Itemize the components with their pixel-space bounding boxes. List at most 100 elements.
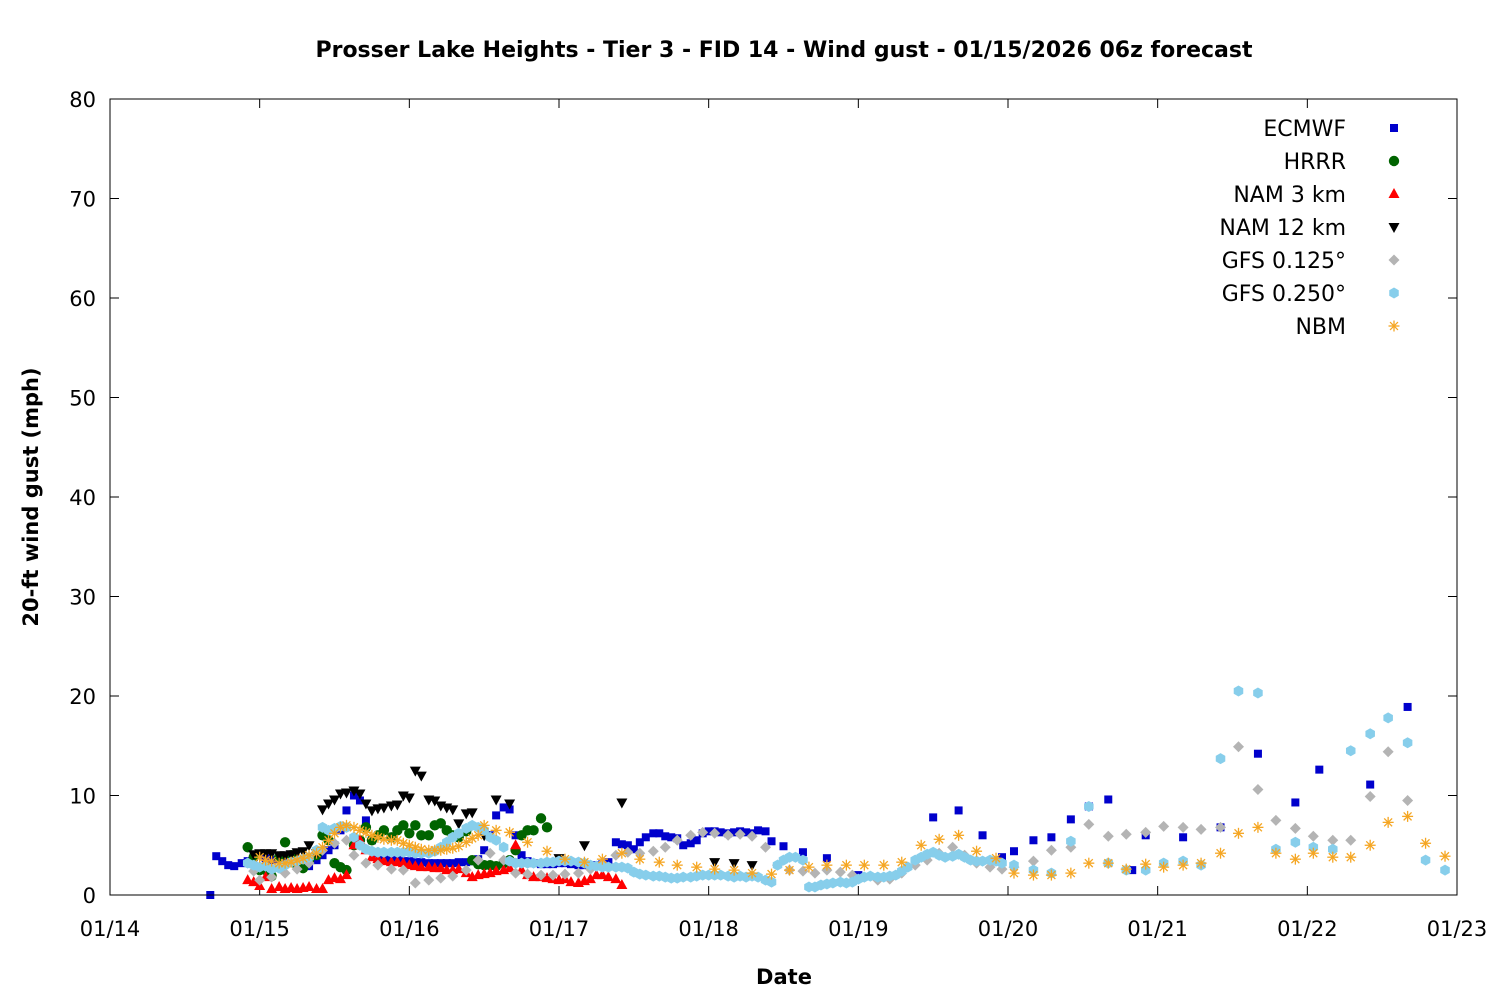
nbm-point [971,845,983,857]
nbm-point [691,861,703,873]
nam-12-km-point [447,805,459,816]
legend-marker-hrrr [1388,155,1400,167]
gfs-0-125-point [522,868,534,880]
nbm-point [1327,851,1339,863]
nbm-point [1270,847,1282,859]
hrrr-point [528,825,539,836]
nam-12-km-point [354,789,366,800]
gfs-0-125-point [447,870,459,882]
ecmwf-point [1291,798,1300,807]
nbm-point [460,836,472,848]
nam-12-km-point [323,799,335,810]
ecmwf-point [617,840,626,849]
legend-label-nam-3-km: NAM 3 km [1233,183,1346,208]
gfs-0-125-point [423,874,435,886]
ecmwf-point [492,811,501,820]
gfs-0-125-point [409,877,421,889]
ecmwf-point [1179,833,1188,842]
nbm-point [340,819,352,831]
gfs-0-250-point [828,877,838,889]
nbm-point [840,859,852,871]
ecmwf-point [754,826,763,835]
legend: ECMWF HRRR NAM 3 km NAM 12 km GFS 0.125° GFS … [1219,117,1400,340]
gfs-0-125-point [1252,784,1264,796]
nbm-point [403,839,415,851]
nbm-point [1027,869,1039,881]
nam-3-km-point [273,881,285,892]
nbm-point [953,829,965,841]
nbm-point [990,852,1002,864]
nbm-point [1158,861,1170,873]
nam-12-km-point [348,786,360,797]
gfs-0-125-point [685,829,697,841]
ecmwf-point [324,846,333,855]
gfs-0-125-point [1215,821,1227,833]
nbm-point [1439,850,1451,862]
ecmwf-point [517,851,526,860]
gfs-0-125-point [1345,834,1357,846]
nam-3-km-point [584,873,596,884]
nam-3-km-point [303,881,315,892]
nam-3-km-point [490,865,502,876]
ecmwf-point [1009,847,1018,856]
nbm-point [1177,859,1189,871]
ecmwf-point [998,853,1007,862]
nam-12-km-point [409,766,421,777]
nam-12-km-point [728,859,740,870]
x-tick-label: 01/21 [1127,917,1188,941]
nbm-point [578,856,590,868]
nam-12-km-point [746,861,758,872]
gfs-0-125-point [671,834,683,846]
nam-3-km-point [378,855,390,866]
nam-3-km-point [372,853,384,864]
nbm-point [915,839,927,851]
y-tick-label: 20 [69,685,96,709]
legend-label-gfs-0-250: GFS 0.250° [1222,282,1346,307]
ecmwf-point [623,841,632,850]
gfs-0-125-point [947,841,959,853]
x-tick-label: 01/19 [828,917,889,941]
nbm-point [616,847,628,859]
gfs-0-250-point [790,851,801,863]
x-tick-label: 01/14 [80,917,141,941]
nam-12-km-point [616,798,628,809]
nbm-point [653,856,665,868]
gfs-0-125-point [1307,830,1319,842]
gfs-0-125-point [460,864,472,876]
ecmwf-point [1029,836,1038,845]
nbm-point [559,853,571,865]
nam-12-km-point [453,819,465,830]
nam-3-km-point [616,879,628,890]
nam-3-km-point [435,862,447,873]
ecmwf-point [761,827,770,836]
nam-12-km-point [403,793,415,804]
nbm-point [671,859,683,871]
legend-label-gfs-0-125: GFS 0.125° [1222,249,1346,274]
ecmwf-point [667,833,676,842]
ecmwf-point [767,837,776,846]
gfs-0-250-point [997,857,1007,869]
ecmwf-point [355,796,364,805]
gfs-0-125-point [472,854,484,866]
y-tick-label: 0 [83,884,96,908]
nbm-point [1065,867,1077,879]
gfs-0-250-point [528,857,539,869]
gfs-0-125-point [722,829,734,841]
nbm-point [303,849,315,861]
legend-marker-nam-3-km [1388,188,1400,198]
nbm-point [803,861,815,873]
gfs-0-125-point [559,868,571,880]
nbm-point [266,855,278,867]
ecmwf-point [1315,765,1324,774]
nbm-point [896,856,908,868]
gfs-0-125-point [1102,830,1114,842]
legend-marker-nam-12-km [1388,223,1400,233]
gfs-0-250-point [266,863,277,875]
nam-12-km-point [360,799,372,810]
ecmwf-point [1104,795,1113,804]
gfs-0-125-point [266,871,278,883]
gfs-0-250-point [641,869,651,881]
gfs-0-250-point [1440,864,1450,876]
ecmwf-point [1403,702,1412,711]
nam-12-km-point [429,796,441,807]
